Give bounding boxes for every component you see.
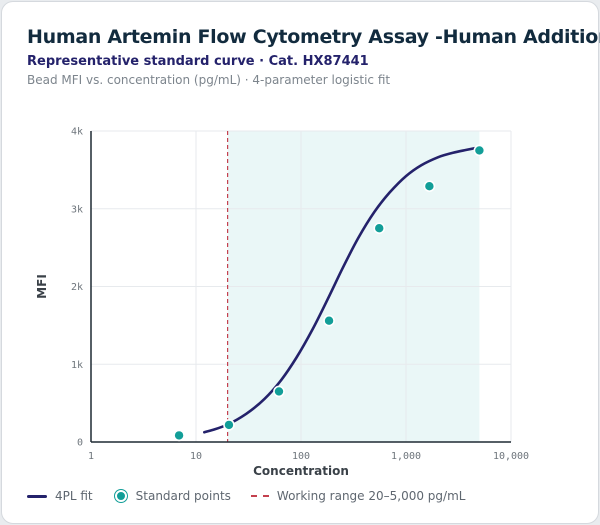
legend-fit-label: 4PL fit xyxy=(55,489,93,503)
legend-points-label: Standard points xyxy=(135,489,231,503)
x-axis-title: Concentration xyxy=(253,464,349,478)
chart-legend: 4PL fit Standard points Working range 20… xyxy=(27,486,485,506)
standard-point xyxy=(423,180,436,193)
x-tick-label: 1,000 xyxy=(391,451,421,462)
y-tick-label: 0 xyxy=(77,438,83,449)
fit-line-swatch xyxy=(27,494,47,498)
x-tick-label: 10,000 xyxy=(493,451,529,462)
legend-item-range[interactable]: Working range 20–5,000 pg/mL xyxy=(250,489,466,503)
x-tick-label: 10 xyxy=(190,451,202,462)
standard-point xyxy=(273,385,285,398)
range-marker-swatch xyxy=(250,495,269,497)
legend-range-label: Working range 20–5,000 pg/mL xyxy=(276,489,466,503)
standard-point xyxy=(223,419,235,431)
fit-curve-line xyxy=(203,146,481,434)
chart-title: Human Artemin Flow Cytometry Assay -Huma… xyxy=(27,26,600,48)
y-tick-label: 4k xyxy=(71,127,83,138)
standard-point xyxy=(323,314,335,327)
standard-point xyxy=(173,429,185,442)
y-tick-label: 1k xyxy=(71,360,83,371)
y-axis-title: MFI xyxy=(35,274,49,299)
standard-point xyxy=(473,144,486,157)
y-tick-label: 3k xyxy=(71,204,83,215)
chart-subtitle: Representative standard curve · Cat. HX8… xyxy=(27,54,369,69)
legend-item-fit[interactable]: 4PL fit xyxy=(27,489,93,503)
standard-point xyxy=(373,222,386,234)
x-tick-label: 1 xyxy=(88,451,94,462)
chart-description: Bead MFI vs. concentration (pg/mL) · 4-p… xyxy=(27,73,391,87)
x-tick-label: 100 xyxy=(292,451,310,462)
point-marker-swatch xyxy=(114,490,127,502)
y-tick-label: 2k xyxy=(71,282,83,293)
legend-item-points[interactable]: Standard points xyxy=(113,489,231,503)
